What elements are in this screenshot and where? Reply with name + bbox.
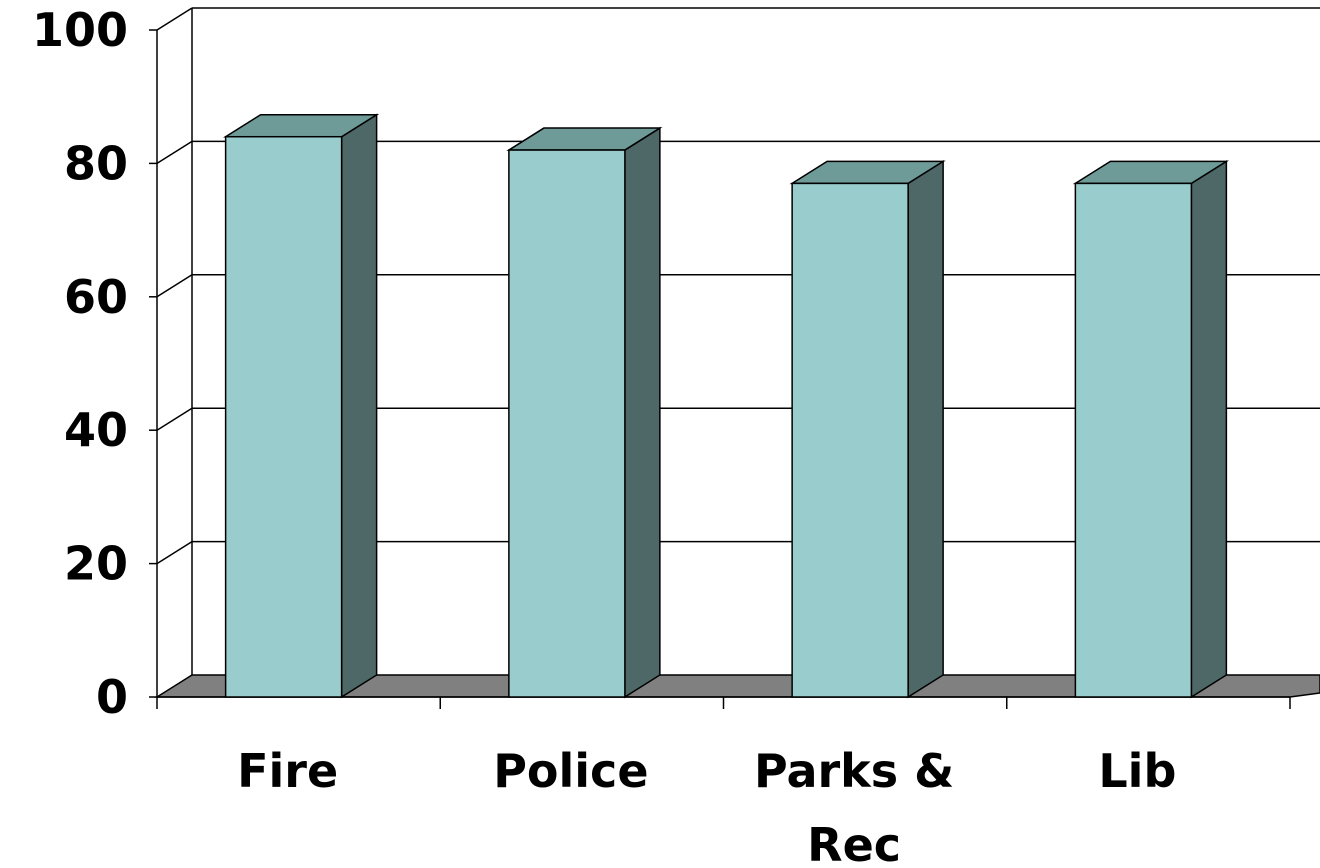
y-tick-label: 80 — [64, 136, 128, 190]
side-gridline-60 — [156, 274, 193, 298]
y-tick-label: 100 — [32, 3, 128, 57]
bar-fire — [223, 113, 380, 699]
y-tick-labels: 0 20 40 60 80 100 — [32, 3, 128, 724]
bar-side-face — [624, 126, 661, 699]
x-tick-label: Parks & Rec — [754, 744, 954, 868]
bar-front-face — [791, 182, 909, 698]
y-tick-label: 60 — [64, 270, 128, 324]
side-gridline-20 — [156, 540, 193, 565]
bars — [223, 113, 1229, 699]
bar-police — [506, 126, 663, 699]
bar-front-face — [224, 135, 343, 698]
x-tick-label: Police — [493, 744, 648, 798]
bar-side-face — [1190, 160, 1228, 699]
chart-walls — [156, 7, 1320, 675]
bar-front-face — [1074, 182, 1193, 698]
y-tick-label: 40 — [64, 403, 128, 457]
x-tick-label: Lib — [1098, 744, 1176, 798]
x-tick-labels: Fire Police Parks & Rec Lib — [237, 744, 1176, 868]
bar-front-face — [508, 149, 626, 698]
bar-side-face — [340, 113, 378, 699]
side-gridline-80 — [156, 140, 193, 165]
side-gridline-40 — [156, 407, 193, 431]
y-tick-label: 0 — [96, 670, 128, 724]
bar-lib — [1072, 160, 1229, 699]
side-wall-top-edge — [156, 7, 193, 31]
y-tick-label: 20 — [64, 537, 128, 591]
bar-parks-rec — [789, 160, 946, 699]
bar-side-face — [907, 160, 944, 699]
x-tick-label: Fire — [237, 744, 338, 798]
